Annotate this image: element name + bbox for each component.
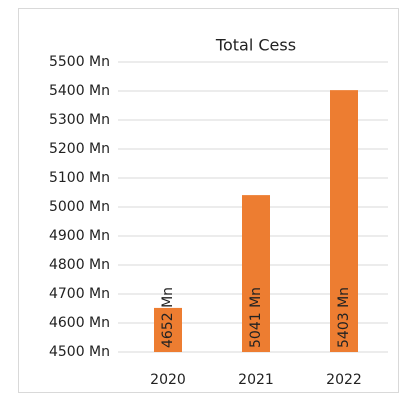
y-tick-label: 5000 Mn [49,199,110,215]
x-tick-label: 2020 [150,372,186,388]
y-tick-label: 4700 Mn [49,286,110,302]
bar [154,307,182,352]
y-tick-label: 4800 Mn [49,257,110,273]
x-tick-label: 2021 [238,372,274,388]
y-tick-label: 5200 Mn [49,141,110,157]
bar [330,90,358,352]
x-tick-label: 2022 [326,372,362,388]
value-label: 4652 Mn [160,287,176,348]
y-tick-label: 4600 Mn [49,315,110,331]
y-tick-label: 4500 Mn [49,344,110,360]
y-tick-label: 5100 Mn [49,170,110,186]
value-label: 5403 Mn [336,287,352,348]
y-tick-label: 4900 Mn [49,228,110,244]
y-tick-label: 5300 Mn [49,112,110,128]
bar [242,195,270,352]
y-tick-label: 5500 Mn [49,54,110,70]
chart-title: Total Cess [215,36,296,55]
y-tick-label: 5400 Mn [49,83,110,99]
value-label: 5041 Mn [248,287,264,348]
